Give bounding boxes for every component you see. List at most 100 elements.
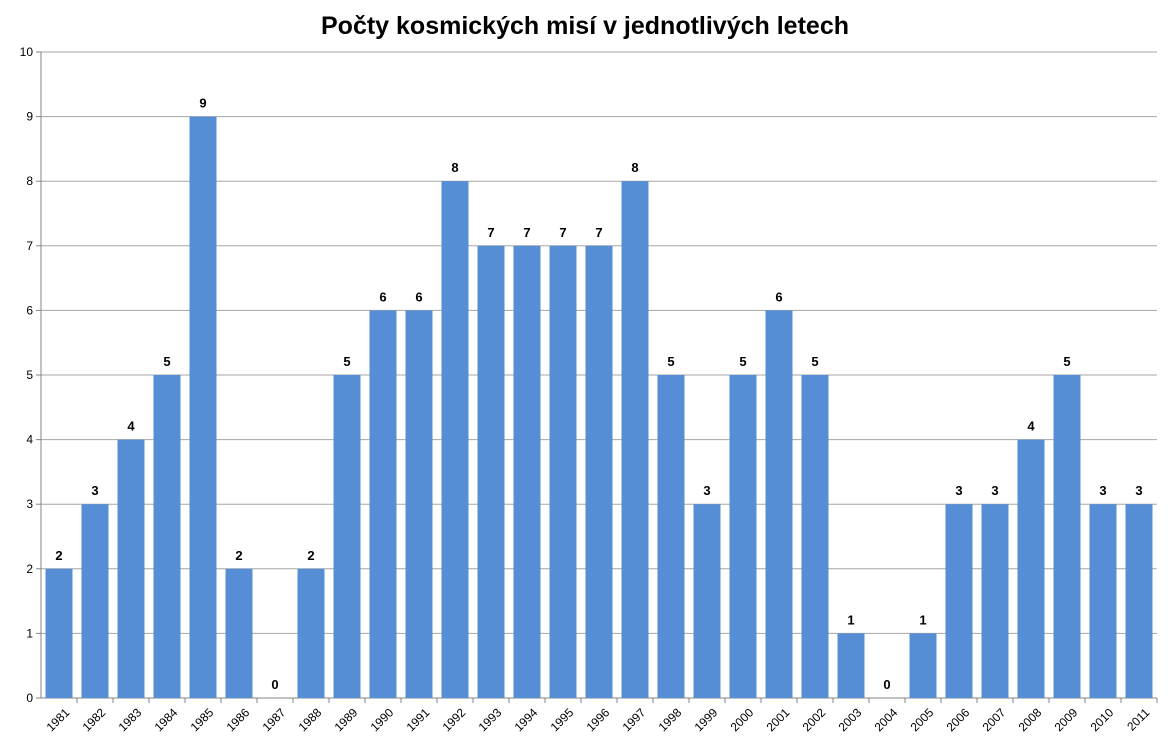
bar-1981	[45, 568, 73, 698]
y-tick-labels: 0 1 2 3 4 5 6 7 8 9 10	[20, 45, 34, 705]
data-label-1986: 2	[235, 548, 242, 563]
y-tick-label: 3	[26, 497, 33, 511]
bar-2000	[729, 375, 757, 698]
data-label-1991: 6	[415, 289, 422, 304]
x-tick-labels: 1981 1982 1983 1984 1985 1986 1987 1988 1989 1990…	[44, 705, 1153, 734]
y-tick-label: 2	[26, 562, 33, 576]
data-label-1996: 7	[595, 225, 602, 240]
bar-1983	[117, 439, 145, 698]
x-tick-label-1998: 1998	[656, 705, 685, 734]
data-label-2003: 1	[847, 612, 854, 627]
x-tick-label-1997: 1997	[620, 705, 649, 734]
x-tick-label-1995: 1995	[548, 705, 577, 734]
bar-1993	[477, 245, 505, 699]
x-tick-label-1985: 1985	[188, 705, 217, 734]
x-tick-label-2000: 2000	[728, 705, 757, 734]
x-tick-label-1982: 1982	[80, 705, 109, 734]
data-label-1998: 5	[667, 354, 674, 369]
x-tick-label-1983: 1983	[116, 705, 145, 734]
bar-1997	[621, 181, 649, 698]
bar-1986	[225, 568, 253, 698]
data-label-1981: 2	[55, 548, 62, 563]
y-tick-label: 4	[26, 433, 33, 447]
x-tick-label-2010: 2010	[1088, 705, 1117, 734]
y-tick-label: 1	[26, 626, 33, 640]
bar-1988	[297, 568, 325, 698]
y-tick-label: 5	[26, 368, 33, 382]
data-label-2002: 5	[811, 354, 818, 369]
data-label-2001: 6	[775, 289, 782, 304]
bar-2002	[801, 375, 829, 698]
data-label-2005: 1	[919, 612, 926, 627]
y-tick-label: 9	[26, 110, 33, 124]
bar-2006	[945, 504, 973, 698]
data-label-1993: 7	[487, 225, 494, 240]
data-label-1999: 3	[703, 483, 710, 498]
bar-1982	[81, 504, 109, 698]
data-labels: 2 3 4 5 9 2 0 2 5 6 6 8 7 7 7 7 8 5 3 5 6 5 1 0 1 3 3 4 5 3 3	[55, 96, 1142, 692]
bar-1989	[333, 375, 361, 698]
x-tick-label-1987: 1987	[260, 705, 289, 734]
x-tick-label-2006: 2006	[944, 705, 973, 734]
y-tick-label: 7	[26, 239, 33, 253]
data-label-1992: 8	[451, 160, 458, 175]
bar-2003	[837, 633, 865, 698]
bar-2010	[1089, 504, 1117, 698]
data-label-2006: 3	[955, 483, 962, 498]
x-tick-label-1988: 1988	[296, 705, 325, 734]
bar-1998	[657, 375, 685, 698]
bar-1984	[153, 375, 181, 698]
bar-1994	[513, 245, 541, 699]
bar-1991	[405, 310, 433, 698]
data-label-2010: 3	[1099, 483, 1106, 498]
x-tick-label-2003: 2003	[836, 705, 865, 734]
bar-1996	[585, 245, 613, 699]
bars	[45, 116, 1153, 699]
data-label-2008: 4	[1027, 419, 1035, 434]
bar-1985	[189, 116, 217, 699]
x-tick-label-1989: 1989	[332, 705, 361, 734]
x-tick-label-1986: 1986	[224, 705, 253, 734]
x-tick-label-1981: 1981	[44, 705, 73, 734]
bar-2001	[765, 310, 793, 698]
x-tick-label-1984: 1984	[152, 705, 181, 734]
data-label-1990: 6	[379, 289, 386, 304]
y-tick-label: 0	[26, 691, 33, 705]
x-tick-label-1994: 1994	[512, 705, 541, 734]
data-label-2011: 3	[1135, 483, 1142, 498]
data-label-1997: 8	[631, 160, 638, 175]
x-tick-label-1992: 1992	[440, 705, 469, 734]
x-tick-label-2004: 2004	[872, 705, 901, 734]
bar-1999	[693, 504, 721, 698]
x-tick-label-1996: 1996	[584, 705, 613, 734]
data-label-1983: 4	[127, 419, 135, 434]
data-label-1985: 9	[199, 96, 206, 111]
x-tick-label-2005: 2005	[908, 705, 937, 734]
y-tick-label: 10	[20, 45, 34, 59]
bar-1995	[549, 245, 577, 699]
x-tick-label-1991: 1991	[404, 705, 433, 734]
bar-2005	[909, 633, 937, 698]
data-label-1988: 2	[307, 548, 314, 563]
x-tick-label-1990: 1990	[368, 705, 397, 734]
data-label-1982: 3	[91, 483, 98, 498]
x-tick-label-1999: 1999	[692, 705, 721, 734]
bar-2007	[981, 504, 1009, 698]
data-label-1987: 0	[271, 677, 278, 692]
data-label-2004: 0	[883, 677, 890, 692]
data-label-1989: 5	[343, 354, 350, 369]
x-tick-label-2001: 2001	[764, 705, 793, 734]
x-tick-label-2009: 2009	[1052, 705, 1081, 734]
data-label-2009: 5	[1063, 354, 1070, 369]
x-tick-label-2002: 2002	[800, 705, 829, 734]
y-tick-label: 8	[26, 174, 33, 188]
bar-2008	[1017, 439, 1045, 698]
data-label-2007: 3	[991, 483, 998, 498]
data-label-1994: 7	[523, 225, 530, 240]
x-tick-label-2007: 2007	[980, 705, 1009, 734]
data-label-1984: 5	[163, 354, 170, 369]
bar-1990	[369, 310, 397, 698]
bar-1992	[441, 181, 469, 698]
